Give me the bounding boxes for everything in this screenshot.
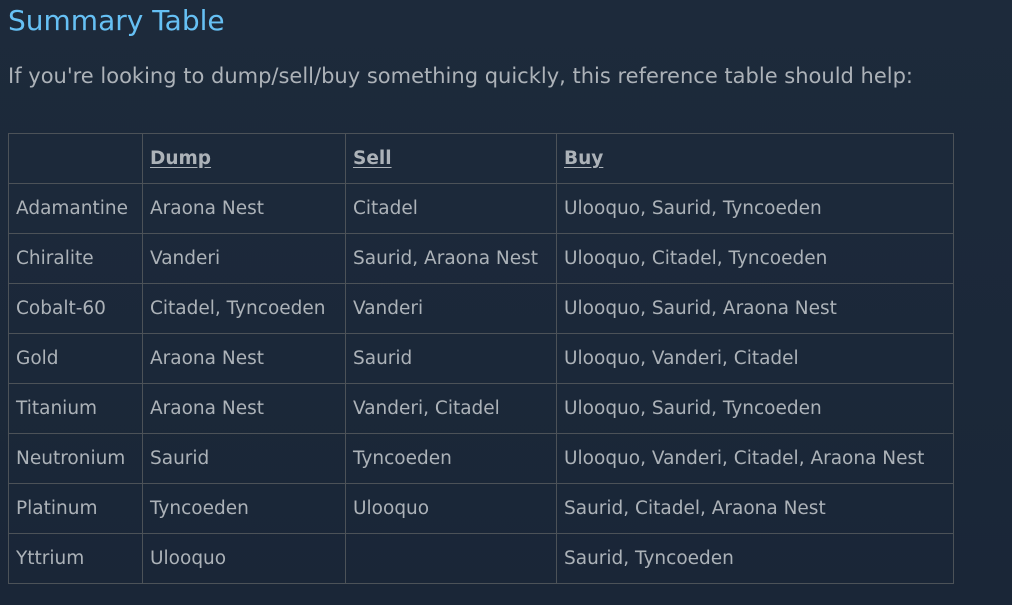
sell-cell [345, 533, 557, 584]
resource-cell: Chiralite [8, 233, 143, 284]
buy-cell: Ulooquo, Saurid, Tyncoeden [556, 183, 954, 234]
buy-cell: Ulooquo, Saurid, Araona Nest [556, 283, 954, 334]
dump-cell: Araona Nest [142, 183, 346, 234]
sell-cell: Saurid, Araona Nest [345, 233, 557, 284]
dump-cell: Saurid [142, 433, 346, 484]
resource-cell: Neutronium [8, 433, 143, 484]
dump-cell: Ulooquo [142, 533, 346, 584]
buy-cell: Ulooquo, Vanderi, Citadel [556, 333, 954, 384]
dump-cell: Araona Nest [142, 333, 346, 384]
resource-cell: Gold [8, 333, 143, 384]
header-sell-label: Sell [353, 148, 392, 169]
table-row: Gold Araona Nest Saurid Ulooquo, Vanderi, C… [8, 333, 954, 384]
header-dump: Dump [142, 133, 346, 184]
header-empty [8, 133, 143, 184]
buy-cell: Saurid, Tyncoeden [556, 533, 954, 584]
resource-cell: Platinum [8, 483, 143, 534]
sell-cell: Saurid [345, 333, 557, 384]
resource-cell: Titanium [8, 383, 143, 434]
table-row: Titanium Araona Nest Vanderi, Citadel Ulooq… [8, 383, 954, 434]
table-row: Yttrium Ulooquo Saurid, Tyncoeden [8, 533, 954, 584]
dump-cell: Citadel, Tyncoeden [142, 283, 346, 334]
sell-cell: Ulooquo [345, 483, 557, 534]
table-row: Chiralite Vanderi Saurid, Araona Nest Ulooq… [8, 233, 954, 284]
header-sell: Sell [345, 133, 557, 184]
intro-text: If you're looking to dump/sell/buy somet… [8, 64, 914, 88]
sell-cell: Vanderi [345, 283, 557, 334]
buy-cell: Saurid, Citadel, Araona Nest [556, 483, 954, 534]
resource-cell: Adamantine [8, 183, 143, 234]
dump-cell: Araona Nest [142, 383, 346, 434]
table-row: Neutronium Saurid Tyncoeden Ulooquo, Vander… [8, 433, 954, 484]
summary-table: Dump Sell Buy Adamantine Araona Nest Citad… [8, 133, 954, 584]
sell-cell: Citadel [345, 183, 557, 234]
buy-cell: Ulooquo, Saurid, Tyncoeden [556, 383, 954, 434]
table-row: Cobalt-60 Citadel, Tyncoeden Vanderi Ulooqu… [8, 283, 954, 334]
table-row: Platinum Tyncoeden Ulooquo Saurid, Citadel,… [8, 483, 954, 534]
header-buy: Buy [556, 133, 954, 184]
resource-cell: Yttrium [8, 533, 143, 584]
dump-cell: Tyncoeden [142, 483, 346, 534]
header-buy-label: Buy [564, 148, 604, 169]
dump-cell: Vanderi [142, 233, 346, 284]
buy-cell: Ulooquo, Vanderi, Citadel, Araona Nest [556, 433, 954, 484]
resource-cell: Cobalt-60 [8, 283, 143, 334]
section-title: Summary Table [8, 4, 225, 37]
buy-cell: Ulooquo, Citadel, Tyncoeden [556, 233, 954, 284]
header-dump-label: Dump [150, 148, 212, 169]
sell-cell: Vanderi, Citadel [345, 383, 557, 434]
table-row: Adamantine Araona Nest Citadel Ulooquo, Sau… [8, 183, 954, 234]
table-header-row: Dump Sell Buy [8, 133, 954, 184]
sell-cell: Tyncoeden [345, 433, 557, 484]
